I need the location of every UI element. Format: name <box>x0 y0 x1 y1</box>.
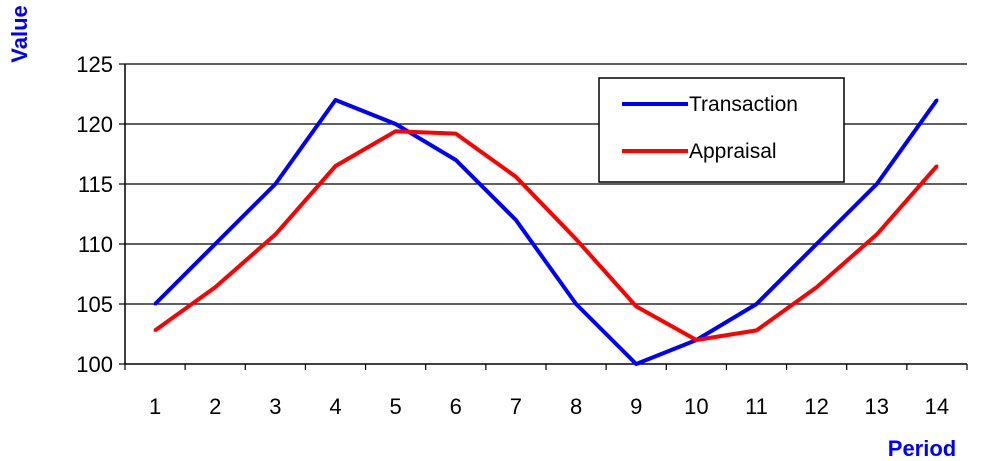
data-point-appraisal <box>875 232 879 236</box>
x-tick-label: 2 <box>209 394 221 419</box>
data-point-appraisal <box>334 164 337 168</box>
y-tick-label: 110 <box>78 232 113 257</box>
data-point-transaction <box>634 362 638 366</box>
data-point-transaction <box>514 218 518 222</box>
y-tick-label: 125 <box>76 52 113 77</box>
x-tick-label: 4 <box>329 394 341 419</box>
data-point-transaction <box>334 98 337 102</box>
data-point-appraisal <box>634 304 638 308</box>
x-axis-title: Period <box>888 436 956 461</box>
data-point-appraisal <box>815 285 819 289</box>
x-tick-label: 14 <box>925 394 949 419</box>
series-line-appraisal <box>153 129 939 342</box>
data-point-appraisal <box>153 328 157 332</box>
data-point-transaction <box>153 302 157 306</box>
legend-label: Transaction <box>689 93 798 116</box>
data-point-transaction <box>454 158 458 162</box>
x-tick-label: 13 <box>865 394 889 419</box>
series-line-transaction <box>153 98 939 366</box>
x-tick-label: 7 <box>510 394 522 419</box>
data-point-appraisal <box>273 232 277 236</box>
data-point-appraisal <box>454 132 458 136</box>
data-point-transaction <box>815 242 819 246</box>
x-tick-label: 3 <box>269 394 281 419</box>
x-tick-label: 8 <box>570 394 582 419</box>
data-point-appraisal <box>394 129 398 133</box>
data-point-appraisal <box>514 175 518 179</box>
data-point-appraisal <box>574 237 578 241</box>
data-point-appraisal <box>213 285 217 289</box>
y-tick-label: 105 <box>76 292 113 317</box>
x-tick-label: 11 <box>745 394 768 419</box>
data-point-appraisal <box>935 164 939 168</box>
legend-box <box>598 77 845 183</box>
y-axis-title: Value <box>7 5 32 62</box>
y-tick-label: 115 <box>78 172 113 197</box>
x-tick-label: 6 <box>450 394 462 419</box>
y-tick-label: 100 <box>76 352 113 377</box>
x-tick-label: 1 <box>149 394 161 419</box>
data-point-transaction <box>273 182 277 186</box>
data-point-appraisal <box>755 328 758 332</box>
x-tick-label: 5 <box>390 394 402 419</box>
data-point-transaction <box>574 302 578 306</box>
data-point-transaction <box>755 302 758 306</box>
x-tick-label: 9 <box>630 394 642 419</box>
y-tick-label: 120 <box>76 112 113 137</box>
legend-label: Appraisal <box>689 140 777 163</box>
data-point-appraisal <box>694 338 698 342</box>
x-tick-label: 12 <box>804 394 828 419</box>
legend: Transaction Appraisal <box>598 77 845 183</box>
data-point-transaction <box>213 242 217 246</box>
x-tick-label: 10 <box>684 394 708 419</box>
data-point-transaction <box>394 122 398 126</box>
data-point-transaction <box>935 98 939 102</box>
data-point-transaction <box>875 182 879 186</box>
